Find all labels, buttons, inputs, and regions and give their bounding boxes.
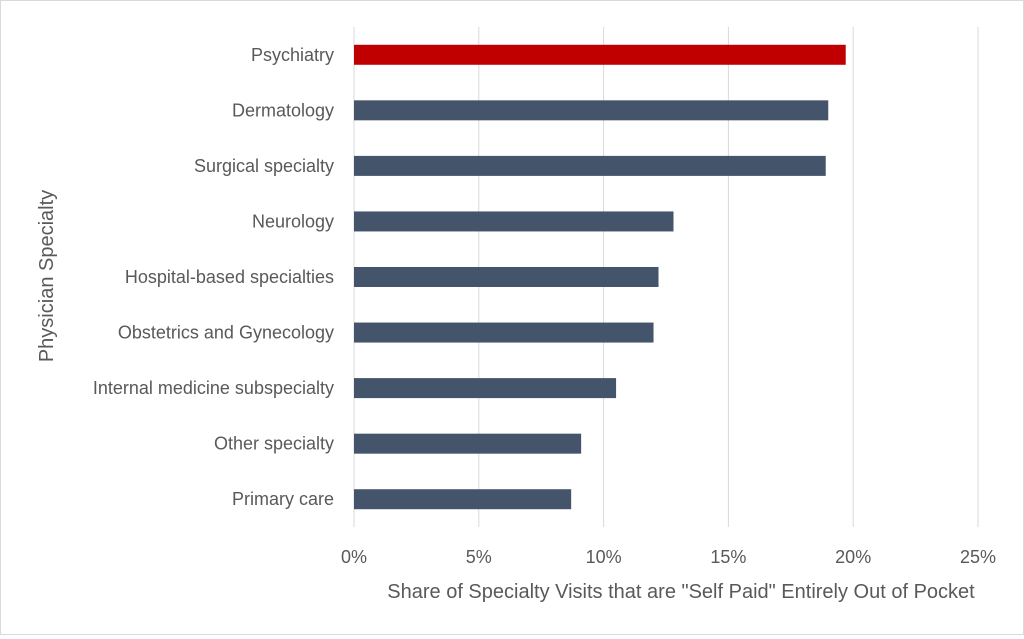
category-label: Hospital-based specialties bbox=[125, 267, 334, 287]
x-tick-label: 25% bbox=[960, 547, 996, 567]
category-label: Dermatology bbox=[232, 100, 334, 120]
category-label: Psychiatry bbox=[251, 45, 334, 65]
bars bbox=[354, 44, 846, 510]
x-tick-label: 5% bbox=[466, 547, 492, 567]
bar-hospital-based-specialties bbox=[354, 267, 659, 287]
y-axis-title: Physician Specialty bbox=[36, 190, 58, 362]
category-label: Other specialty bbox=[214, 434, 334, 454]
category-labels: Psychiatry Dermatology Surgical specialty N… bbox=[93, 45, 334, 509]
bar-internal-medicine-subspecialty bbox=[354, 378, 617, 399]
x-axis-title: Share of Specialty Visits that are "Self… bbox=[387, 581, 975, 603]
x-tick-label: 20% bbox=[835, 547, 871, 567]
category-label: Neurology bbox=[252, 211, 334, 231]
x-tick-labels: 0% 5% 10% 15% 20% 25% bbox=[341, 547, 996, 567]
category-label: Obstetrics and Gynecology bbox=[118, 323, 334, 343]
category-label: Surgical specialty bbox=[194, 156, 334, 176]
bar-neurology bbox=[354, 211, 674, 232]
category-label: Primary care bbox=[232, 489, 334, 509]
category-label: Internal medicine subspecialty bbox=[93, 378, 334, 398]
x-tick-label: 15% bbox=[710, 547, 746, 567]
bar-surgical-specialty bbox=[354, 155, 826, 176]
x-tick-label: 10% bbox=[586, 547, 622, 567]
bar-primary-care bbox=[354, 489, 572, 510]
bar-psychiatry bbox=[354, 44, 846, 65]
bar-other-specialty bbox=[354, 433, 582, 454]
x-tick-label: 0% bbox=[341, 547, 367, 567]
bar-obstetrics-and-gynecology bbox=[354, 322, 654, 343]
bar-dermatology bbox=[354, 100, 829, 121]
